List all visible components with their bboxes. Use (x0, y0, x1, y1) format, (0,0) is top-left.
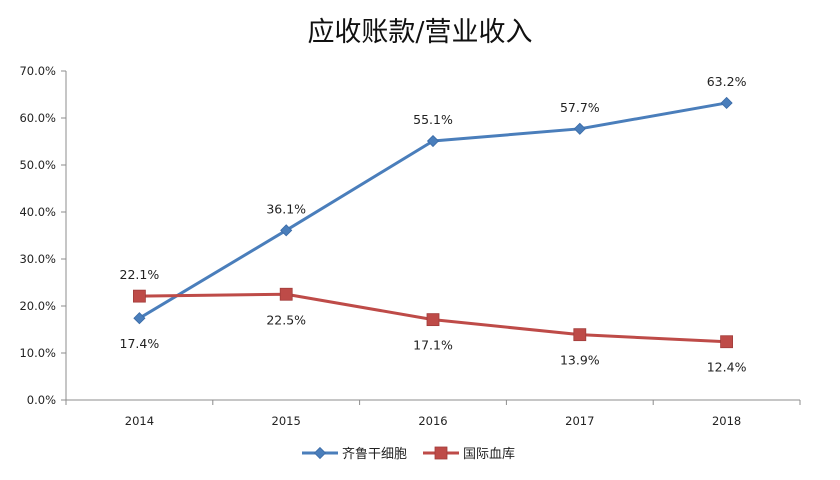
axes: 0.0% 10.0% 20.0% 30.0% 40.0% 50.0% 60.0% 70.0% 2… (19, 64, 801, 428)
x-tick-label: 2015 (272, 414, 301, 428)
series-1-point (720, 96, 733, 110)
series-1-data-label: 57.7% (560, 100, 600, 115)
legend-marker (313, 446, 327, 460)
y-tick-label: 70.0% (19, 64, 56, 78)
legend-marker (434, 446, 448, 460)
series-2-data-label: 13.9% (560, 353, 600, 368)
y-tick-label: 30.0% (19, 252, 56, 266)
x-tick-label: 2016 (418, 414, 447, 428)
x-tick-label: 2018 (712, 414, 741, 428)
x-tick-label: 2017 (565, 414, 594, 428)
series-2-point (279, 287, 293, 301)
data-labels: 17.4% 36.1% 55.1% 57.7% 63.2% 22.1% 22.5% 17.1%… (120, 74, 747, 375)
series-1-point (573, 122, 586, 135)
series-1-point (426, 134, 440, 148)
series-2-data-label: 22.5% (266, 312, 306, 327)
series-2-data-label: 17.1% (413, 338, 453, 353)
y-tick-label: 20.0% (19, 299, 56, 313)
legend-label-1: 齐鲁干细胞 (342, 446, 407, 462)
y-tick-label: 0.0% (27, 393, 56, 407)
series-1-data-label: 36.1% (266, 201, 306, 216)
y-tick-label: 50.0% (19, 158, 56, 172)
legend-label-2: 国际血库 (463, 446, 515, 462)
series-1-data-label: 63.2% (707, 74, 747, 89)
y-tick-label: 10.0% (19, 346, 56, 360)
series-2-point (132, 289, 146, 303)
y-tick-label: 40.0% (19, 205, 56, 219)
series-2-point (426, 313, 440, 327)
x-tick-label: 2014 (125, 414, 154, 428)
chart-title: 应收账款/营业收入 (307, 17, 532, 48)
y-tick-label: 60.0% (19, 111, 56, 125)
series-2-point (573, 328, 587, 342)
series-2-data-label: 22.1% (120, 267, 160, 282)
series-2-data-label: 12.4% (707, 360, 747, 375)
series-1-point (280, 224, 293, 237)
series-2-point (720, 335, 733, 349)
legend: 齐鲁干细胞 国际血库 (302, 446, 515, 462)
series-layer (132, 96, 733, 349)
series-1-point (133, 312, 146, 325)
series-1-data-label: 55.1% (413, 112, 453, 127)
series-1-data-label: 17.4% (120, 336, 160, 351)
